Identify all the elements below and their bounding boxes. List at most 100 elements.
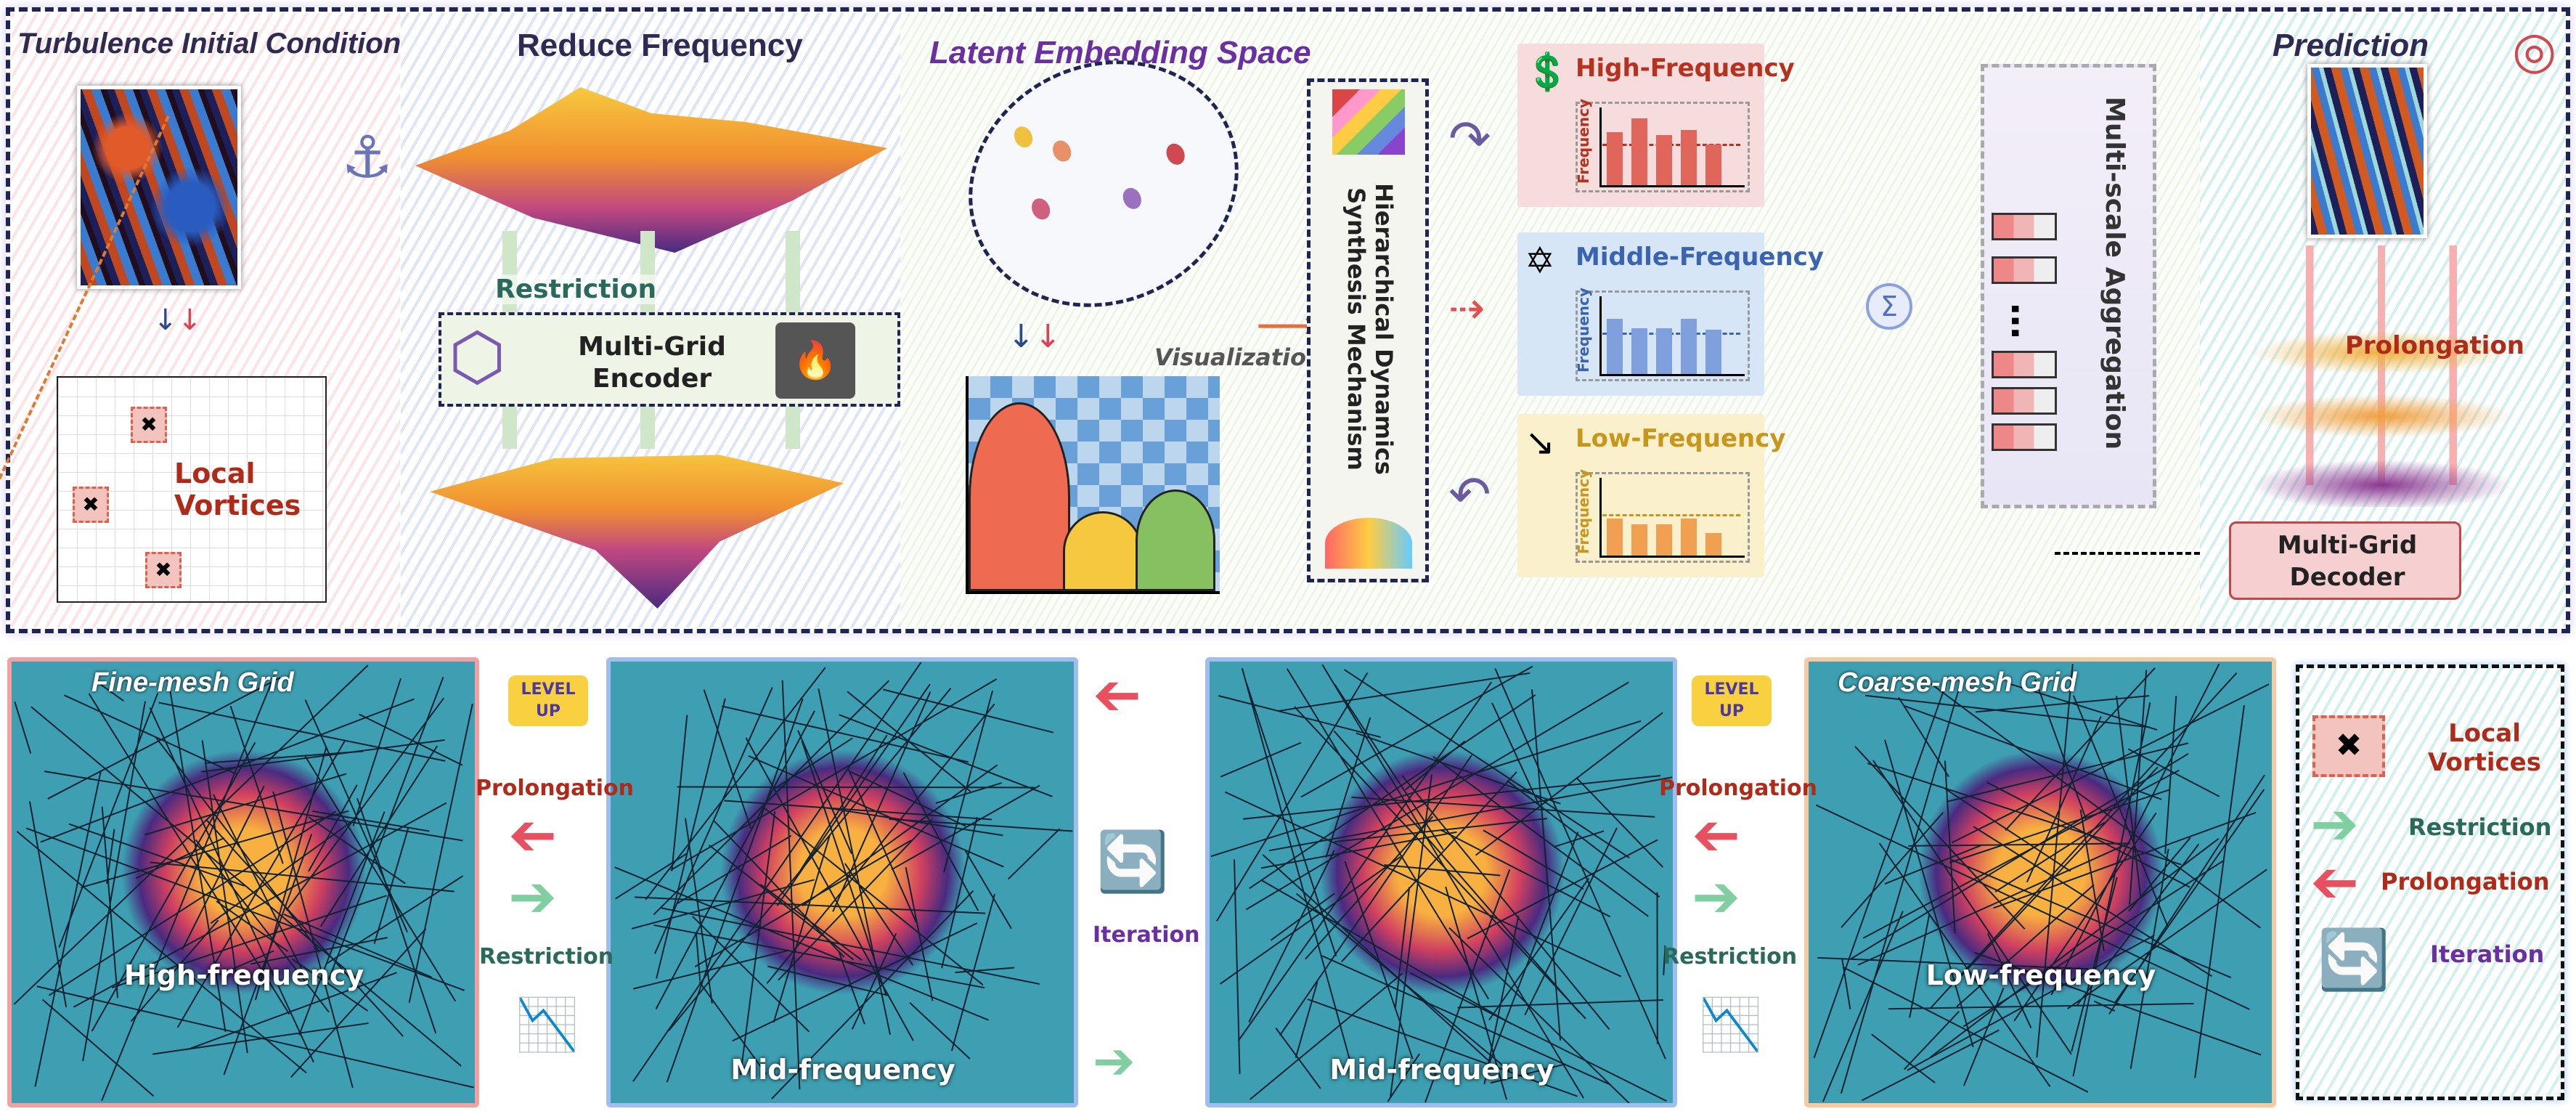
band-title: High-Frequency [1576,54,1795,83]
feature-cell [1992,423,2057,451]
turbulence-image [77,86,241,289]
x-axis [1599,556,1745,558]
decoder-box: Multi-Grid Decoder [2229,521,2461,600]
density-curve-red [969,402,1070,591]
trend-chart-icon: 📉 [515,995,579,1054]
frequency-band-1: ✡ Middle-Frequency Frequency [1517,232,1824,396]
mesh-lines [1210,664,1673,1103]
band-y-label: Frequency [1575,287,1592,373]
band-title: Middle-Frequency [1576,243,1824,272]
bars [1607,111,1737,185]
visualization-label: Visualization [1154,343,1323,371]
surface-stack [2251,325,2512,507]
top-frame [6,7,2570,633]
frequency-band-2: ↘ Low-Frequency Frequency [1517,414,1786,577]
vortex-grid: ✖ ✖ ✖ Local Vortices [57,376,327,603]
band-bar [1705,533,1721,556]
band-bar [1681,519,1697,556]
restriction-arrow-icon: ➔ [1093,1031,1136,1091]
dashed-arrow-to-decoder [2055,552,2200,555]
band-bar [1607,519,1623,556]
density-curve-yellow [1063,511,1143,591]
y-axis [1599,107,1602,187]
mesh-panel-1: Mid-frequency [606,657,1078,1107]
band-bar [1607,131,1623,185]
band-bar [1631,118,1647,185]
restriction-arrow-icon: ➔ [508,863,558,930]
band-title: Low-Frequency [1576,424,1786,453]
low-frequency-surface [430,455,844,609]
curl-arrow-icon: ↷ [1448,109,1491,168]
band-bar [1705,329,1721,374]
band-bar [1656,134,1672,185]
legend-local-vortices: Local Vortices [2428,719,2541,777]
curl-arrow-icon: ↶ [1448,465,1491,524]
prolongation-arrow-icon: ➔ [508,801,558,869]
sum-node: Σ [1866,283,1912,330]
vortex-icon: ✖ [131,407,167,443]
restriction-arrow-icon: ➔ [1692,863,1741,930]
chart-icon [1325,518,1412,569]
prolongation-label: Prolongation [476,776,634,801]
prolongation-arrow-icon: ➔ [1692,801,1741,869]
legend-restriction: Restriction [2408,813,2552,841]
feature-cell [1992,213,2057,240]
cycle-target-icon: ◎ [2512,20,2557,80]
band-y-label: Frequency [1575,468,1592,554]
high-frequency-surface [415,87,887,253]
trend-chart-icon: 📉 [1699,995,1763,1054]
embedding-point [1028,195,1053,223]
level-up-badge: LEVEL UP [1692,675,1772,726]
mesh-title: Fine-mesh Grid [91,667,294,698]
x-axis [1599,185,1745,187]
density-curve-green [1136,489,1215,591]
frequency-band-0: 💲 High-Frequency Frequency [1517,44,1795,207]
mesh-lines [614,662,1073,1099]
restriction-arrow-icon: ➔ [2310,790,2360,858]
network-icon: ⬡ [449,319,506,395]
band-icon: ↘ [1525,421,1555,463]
mesh-label: Mid-frequency [1329,1054,1554,1086]
restriction-label: Restriction [479,944,614,969]
legend-iteration: Iteration [2430,940,2545,968]
band-chart: Frequency [1575,287,1750,381]
feature-cell [1992,387,2057,415]
iteration-label: Iteration [1093,922,1200,948]
mesh-label: High-frequency [123,959,364,991]
band-chart: Frequency [1575,468,1750,563]
mechanism-box: Hierarchical Dynamics Synthesis Mechanis… [1307,78,1429,582]
turbulence-panel: Turbulence Initial Condition ↓↓ ✖ ✖ ✖ Lo… [12,13,402,627]
bars [1607,481,1737,556]
prediction-panel: Prediction ◎ Prolongation Multi-Grid Dec… [2200,13,2566,627]
band-bar [1656,328,1672,374]
down-arrows-icon: ↓↓ [1008,318,1061,355]
band-bar [1631,524,1647,556]
prediction-image [2307,64,2427,238]
band-icon: 💲 [1525,51,1570,93]
dashed-arrow-icon: ⇢ [1448,283,1485,334]
mesh-title: Coarse-mesh Grid [1838,667,2077,698]
band-bar [1631,328,1647,374]
band-bar [1681,318,1697,374]
prolongation-label: Prolongation [2345,331,2525,360]
turbulence-title: Turbulence Initial Condition [17,28,402,60]
control-panel-icon: 🔥 [775,322,855,399]
down-arrows-icon: ↓↓ [153,304,203,337]
prolongation-label: Prolongation [1659,776,1817,801]
prolongation-arrow-icon: ➔ [1093,661,1142,728]
bars [1607,300,1737,374]
encoder-label: Multi-Grid Encoder [578,332,726,394]
band-bar [1656,524,1672,556]
band-y-label: Frequency [1575,98,1592,184]
reduce-frequency-title: Reduce Frequency [517,28,803,63]
ellipsis: … [2003,303,2045,339]
level-up-badge: LEVEL UP [508,675,588,726]
iteration-icon: 🔄 [2318,926,2390,993]
encoder-box: ⬡ Multi-Grid Encoder 🔥 [439,312,900,407]
band-bar [1705,144,1721,185]
restriction-label: Restriction [1663,944,1798,969]
anchor-icon: ⚓ [341,123,394,191]
mesh-label: Mid-frequency [730,1054,955,1086]
embedding-point [1049,137,1075,165]
restriction-label: Restriction [495,275,657,304]
